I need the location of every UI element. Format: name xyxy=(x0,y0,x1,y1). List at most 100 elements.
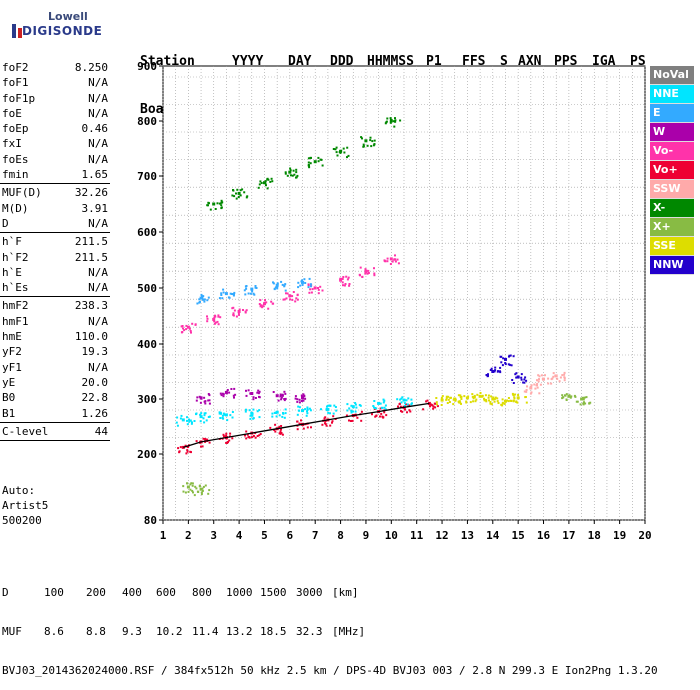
data-point xyxy=(184,491,187,494)
data-point xyxy=(284,412,287,415)
data-point xyxy=(504,362,507,364)
data-point xyxy=(286,174,289,177)
x-tick-label: 6 xyxy=(287,529,294,542)
data-point xyxy=(304,282,307,284)
data-point xyxy=(561,397,564,400)
data-point xyxy=(252,396,255,399)
data-point xyxy=(265,301,268,304)
data-point xyxy=(523,390,526,393)
footer-distance-row: D 100 200 400 600 800 1000 1500 3000 [km] xyxy=(0,586,658,599)
header-label-10: IGA xyxy=(592,54,616,69)
data-point xyxy=(248,409,251,412)
data-point xyxy=(229,432,232,435)
data-point xyxy=(334,406,337,408)
data-point xyxy=(179,417,182,420)
param-row: C-level 44 xyxy=(0,424,110,439)
data-point xyxy=(570,395,573,398)
data-point xyxy=(259,299,262,302)
data-point xyxy=(394,260,397,263)
data-point xyxy=(275,394,279,398)
data-point xyxy=(401,410,404,413)
data-point xyxy=(180,414,183,417)
data-point xyxy=(471,393,474,396)
param-row: B1 1.26 xyxy=(0,406,110,421)
data-point xyxy=(266,178,269,181)
data-point xyxy=(406,411,408,414)
data-point xyxy=(584,402,587,405)
data-point xyxy=(176,424,179,427)
data-point xyxy=(283,285,286,288)
data-point xyxy=(284,283,287,286)
data-point xyxy=(244,410,247,413)
data-point xyxy=(244,285,247,288)
data-point xyxy=(220,294,223,296)
legend-item-ssw: SSW xyxy=(650,180,694,199)
data-point xyxy=(450,396,452,399)
data-point xyxy=(452,403,455,406)
data-point xyxy=(198,298,201,301)
data-point xyxy=(324,420,327,423)
data-point xyxy=(361,137,363,140)
data-point xyxy=(280,396,283,399)
data-point xyxy=(306,410,308,413)
data-point xyxy=(208,441,211,444)
data-point xyxy=(300,400,303,402)
data-point xyxy=(394,119,397,122)
data-point xyxy=(486,375,489,378)
footer-muf-value: 10.2 xyxy=(156,625,183,638)
footer-distance-value: 100 xyxy=(44,586,64,599)
data-point xyxy=(252,435,255,437)
data-point xyxy=(501,401,504,404)
data-point xyxy=(225,434,228,437)
data-point xyxy=(489,401,492,403)
data-point xyxy=(288,294,292,298)
param-row: h`F2 211.5 xyxy=(0,250,110,265)
data-point xyxy=(367,272,370,274)
param-row: B0 22.8 xyxy=(0,390,110,405)
param-value: 238.3 xyxy=(74,299,108,313)
data-point xyxy=(295,176,298,179)
param-label: foF2 xyxy=(2,61,29,74)
data-point xyxy=(552,375,555,378)
data-point xyxy=(258,416,261,419)
data-point xyxy=(249,417,252,420)
data-point xyxy=(299,284,302,287)
x-tick-label: 9 xyxy=(363,529,370,542)
data-point xyxy=(254,397,257,399)
data-point xyxy=(350,404,353,407)
data-point xyxy=(406,403,409,406)
data-point xyxy=(235,192,237,195)
data-point xyxy=(200,491,203,494)
data-point xyxy=(186,450,189,453)
data-point xyxy=(397,405,399,408)
data-point xyxy=(213,322,216,325)
header-label-8: AXN xyxy=(518,54,542,69)
data-point xyxy=(291,174,294,177)
param-row: h`F 211.5 xyxy=(0,234,110,249)
data-point xyxy=(507,363,510,366)
data-point xyxy=(409,410,412,413)
data-point xyxy=(569,396,572,399)
data-point xyxy=(232,312,235,315)
data-point xyxy=(188,327,191,330)
auto-line2: Artist5 xyxy=(2,499,49,512)
param-value: N/A xyxy=(88,281,108,295)
data-point xyxy=(274,286,277,289)
data-point xyxy=(319,285,322,288)
data-point xyxy=(525,389,528,391)
footer-distance-value: 1500 xyxy=(260,586,287,599)
data-point xyxy=(489,402,492,405)
x-tick-label: 19 xyxy=(613,529,626,542)
data-point xyxy=(558,380,561,383)
data-point xyxy=(563,379,566,382)
data-point xyxy=(485,399,488,401)
series-nnw xyxy=(485,354,528,384)
data-point xyxy=(281,394,284,397)
data-point xyxy=(198,484,201,487)
param-row: foEs N/A xyxy=(0,152,110,167)
data-point xyxy=(440,397,443,399)
data-point xyxy=(447,398,450,401)
data-point xyxy=(207,296,210,299)
data-point xyxy=(204,440,207,443)
data-point xyxy=(360,419,363,422)
